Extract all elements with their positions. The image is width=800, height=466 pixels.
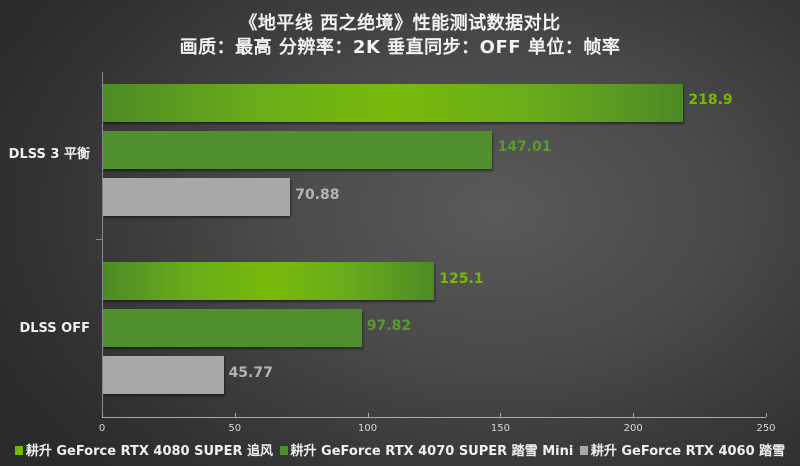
x-axis-tick-label: 200 [623,423,643,434]
category-label-dlss3: DLSS 3 平衡 [8,147,90,162]
x-axis-tick-label: 150 [490,423,510,434]
x-axis-tick-label: 100 [358,423,378,434]
x-axis-tick [633,413,635,417]
legend-label: 耕升 GeForce RTX 4070 SUPER 踏雪 Mini [290,444,574,459]
legend-item-4060: 耕升 GeForce RTX 4060 踏雪 [579,440,786,459]
legend-swatch [279,446,288,455]
bar-4070-super-dlss-off [103,309,362,347]
x-axis-tick [766,413,767,417]
x-axis-tick-label: 50 [228,423,242,434]
category-label-dlss-off: DLSS OFF [19,321,90,336]
chart-subtitle: 画质：最高 分辨率：2K 垂直同步：OFF 单位：帧率 [179,37,621,58]
y-axis [102,72,103,417]
legend-label: 耕升 GeForce RTX 4060 踏雪 [590,444,786,459]
legend-item-4080-super: 耕升 GeForce RTX 4080 SUPER 追风 [14,440,273,459]
x-axis-tick [367,413,369,417]
bar-4080-super-dlss3 [103,84,684,122]
value-label: 45.77 [228,365,273,381]
x-axis-tick-label: 250 [756,423,776,434]
value-label: 125.1 [439,271,484,287]
value-label: 147.01 [497,139,552,155]
value-label: 97.82 [366,318,412,334]
legend-swatch [14,446,23,455]
bar-4080-super-dlss-off [103,262,435,300]
x-axis-tick [234,413,236,417]
legend-label: 耕升 GeForce RTX 4080 SUPER 追风 [25,444,273,459]
x-axis-tick-label: 0 [98,423,106,434]
value-label: 218.9 [688,92,733,108]
legend-item-4070-super: 耕升 GeForce RTX 4070 SUPER 踏雪 Mini [279,440,574,459]
legend-swatch [579,446,588,455]
chart-title: 《地平线 西之绝境》性能测试数据对比 [239,13,561,34]
bar-4060-dlss3 [103,178,291,216]
value-label: 70.88 [295,187,340,203]
legend: 耕升 GeForce RTX 4080 SUPER 追风 耕升 GeForce … [0,440,800,459]
x-axis-tick [102,413,103,417]
x-axis [102,417,766,418]
bar-4070-super-dlss3 [103,131,493,169]
x-axis-tick [500,413,502,417]
bar-4060-dlss-off [103,356,224,394]
y-axis-tick [96,239,102,240]
